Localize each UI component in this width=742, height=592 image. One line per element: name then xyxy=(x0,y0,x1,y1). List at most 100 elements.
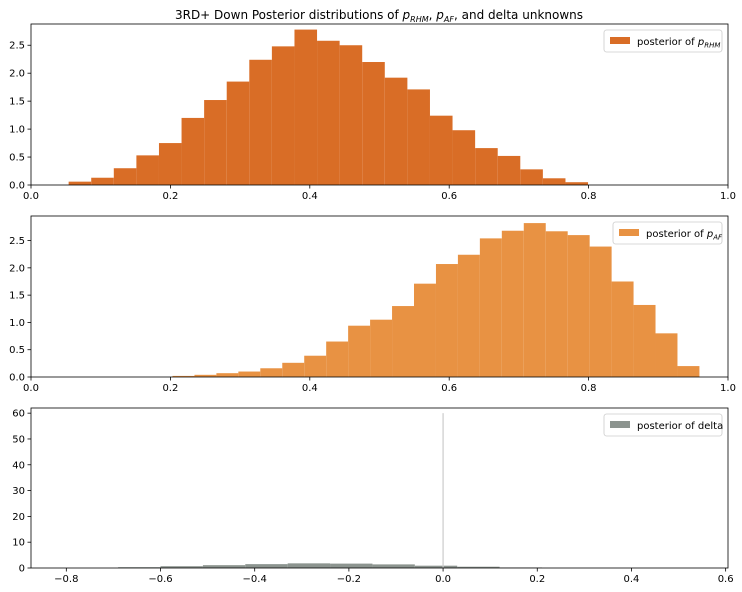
histogram-bar xyxy=(362,62,385,186)
x-tick-label: 0.6 xyxy=(441,191,457,202)
legend-subscript: AF xyxy=(712,234,723,242)
x-tick-label: 0.4 xyxy=(624,574,640,585)
legend-swatch xyxy=(619,229,639,236)
histogram-bar xyxy=(271,46,295,185)
histogram-bar xyxy=(452,130,476,185)
x-tick-label: 0.6 xyxy=(441,383,457,394)
histogram-bar xyxy=(497,155,521,185)
subplot-3: −0.8 −0.6 −0.4 −0.2 0.0 0.2 0.4 0.6 0 10 20 30 40 50 6… xyxy=(12,407,734,585)
histogram-bar xyxy=(326,341,349,377)
histogram-bar xyxy=(475,148,498,185)
x-tick-label: 0.0 xyxy=(23,383,39,394)
histogram-bar xyxy=(181,117,205,185)
histogram-bar xyxy=(68,181,92,185)
legend-text: posterior of delta xyxy=(637,421,723,432)
histogram-bar xyxy=(565,182,589,185)
histogram-bar xyxy=(655,333,678,377)
histogram-bar xyxy=(238,371,261,377)
x-tick-label: 1.0 xyxy=(720,383,736,394)
x-tick-label: −0.6 xyxy=(148,574,172,585)
title-suffix: , and delta unknowns xyxy=(454,8,583,22)
legend-prefix: posterior of xyxy=(637,37,698,48)
legend-symbol: p xyxy=(706,229,713,240)
y-tick-label: 30 xyxy=(12,486,25,497)
x-tick-label: −0.4 xyxy=(243,574,267,585)
histogram-bar xyxy=(287,563,331,568)
histogram-bar xyxy=(348,325,371,377)
y-tick-label: 20 xyxy=(12,512,25,523)
histogram-bar xyxy=(194,374,217,377)
y-tick-label: 2.5 xyxy=(9,41,25,52)
x-tick-label: −0.8 xyxy=(54,574,78,585)
title-prefix: 3RD+ Down Posterior distributions of xyxy=(175,8,403,22)
subplot-1: 0.0 0.2 0.4 0.6 0.8 1.0 0.0 0.5 1.0 1.5 2.0 2.5 post… xyxy=(9,23,736,202)
axes-frame xyxy=(30,407,729,569)
histogram-bar xyxy=(457,566,500,568)
histogram-bar xyxy=(435,264,458,377)
title-separator: , xyxy=(429,8,437,22)
legend-label: posterior of pRHM xyxy=(637,37,720,50)
y-tick-label: 1.5 xyxy=(9,291,25,302)
legend-swatch xyxy=(610,421,630,428)
y-tick-label: 0.5 xyxy=(9,345,25,356)
legend-box xyxy=(603,29,723,53)
histogram-bar xyxy=(384,77,408,185)
figure-title: 3RD+ Down Posterior distributions of pRH… xyxy=(175,8,583,24)
legend-swatch xyxy=(610,37,630,44)
histogram-bar xyxy=(407,89,430,185)
histogram-bars xyxy=(118,563,542,568)
histogram-bar xyxy=(501,230,524,377)
histogram-bar xyxy=(633,304,656,377)
y-tick-label: 0.5 xyxy=(9,153,25,164)
y-tick-label: 2.5 xyxy=(9,236,25,247)
legend-prefix: posterior of xyxy=(646,229,707,240)
x-tick-label: 0.6 xyxy=(718,574,734,585)
histogram-bar xyxy=(339,45,363,185)
x-tick-label: 0.4 xyxy=(302,191,318,202)
legend-label: posterior of delta xyxy=(637,421,723,432)
histogram-bar xyxy=(245,564,288,568)
x-tick-label: 0.4 xyxy=(302,383,318,394)
legend-subscript: RHM xyxy=(704,42,720,50)
title-symbol-2: p xyxy=(435,8,444,22)
y-tick-label: 2.0 xyxy=(9,69,25,80)
histogram-bar xyxy=(160,566,203,568)
histogram-bar xyxy=(282,362,305,377)
title-symbol-1: p xyxy=(402,8,411,22)
histogram-bar xyxy=(414,283,436,377)
histogram-bar xyxy=(589,246,612,377)
histogram-bar xyxy=(294,29,318,186)
histogram-bar xyxy=(113,168,137,185)
subplot-2: 0.0 0.2 0.4 0.6 0.8 1.0 0.0 0.5 1.0 1.5 2.0 2.5 post… xyxy=(9,215,736,394)
y-tick-label: 2.0 xyxy=(9,263,25,274)
histogram-bar xyxy=(249,59,272,185)
histogram-bar xyxy=(677,366,700,377)
histogram-bar xyxy=(523,223,546,377)
legend-symbol: p xyxy=(697,37,704,48)
legend: posterior of pRHM xyxy=(603,29,723,53)
histogram-bar xyxy=(216,373,239,377)
histogram-bar xyxy=(226,81,250,185)
x-tick-label: 0.8 xyxy=(581,191,597,202)
histogram-bar xyxy=(204,100,227,185)
x-tick-label: 0.8 xyxy=(581,383,597,394)
histogram-bar xyxy=(567,235,590,377)
histogram-bar xyxy=(372,564,415,568)
legend-box xyxy=(603,413,723,437)
x-tick-label: 0.0 xyxy=(435,574,451,585)
histogram-bars xyxy=(68,29,589,186)
x-tick-label: 0.2 xyxy=(162,383,178,394)
histogram-bar xyxy=(202,565,246,568)
legend-box xyxy=(612,221,723,245)
histogram-bar xyxy=(429,115,453,185)
legend: posterior of pAF xyxy=(612,221,723,245)
x-tick-label: 0.2 xyxy=(162,191,178,202)
y-tick-label: 0.0 xyxy=(9,181,25,192)
histogram-bar xyxy=(304,355,327,377)
y-tick-label: 0 xyxy=(19,564,25,575)
histogram-bar xyxy=(330,563,373,568)
legend: posterior of delta xyxy=(603,413,723,437)
histogram-bar xyxy=(457,254,480,377)
histogram-bar xyxy=(520,169,543,185)
